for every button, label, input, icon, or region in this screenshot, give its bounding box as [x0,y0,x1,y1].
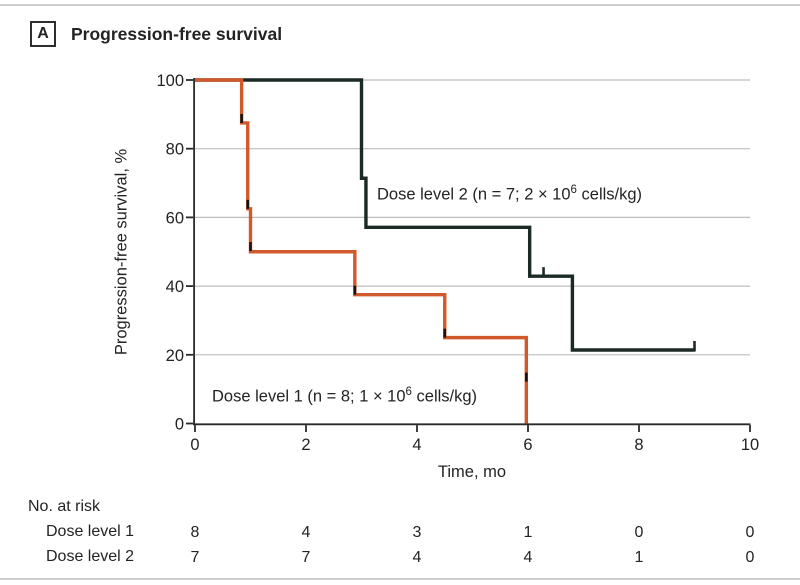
superscript-exponent: 6 [405,386,412,398]
superscript-exponent: 6 [570,184,577,196]
at-risk-value: 0 [634,524,644,541]
km-curve-dose-level-2 [195,78,695,352]
figure-title: Progression-free survival [71,24,283,44]
bottom-rule [0,578,800,580]
y-tick-label: 0 [175,416,184,434]
x-axis-title: Time, mo [437,463,507,481]
y-tick-label: 60 [166,209,184,227]
x-tick-label: 8 [634,436,643,454]
at-risk-value: 1 [634,549,644,566]
at-risk-value: 8 [190,524,200,541]
y-tick-label: 100 [156,72,184,90]
series-label-dose-level-1: Dose level 1 (n = 8; 1 × 106 cells/kg) [212,382,477,407]
panel-label: A [37,25,49,42]
series-label-text: cells/kg) [411,387,478,406]
x-tick-label: 6 [523,436,532,454]
at-risk-heading: No. at risk [28,498,101,515]
y-tick-label: 80 [166,141,184,159]
x-tick-label: 10 [741,436,759,454]
at-risk-value: 0 [745,524,755,541]
series-label-text: Dose level 1 (n = 8; 1 × 10 [212,387,406,406]
x-tick-label: 2 [301,436,310,454]
at-risk-value: 4 [412,549,422,566]
series-label-text: Dose level 2 (n = 7; 2 × 10 [377,185,571,204]
panel-label-box: A [30,21,56,47]
at-risk-row-label-dose-level-2: Dose level 2 [46,548,135,565]
at-risk-value: 4 [301,524,311,541]
x-tick-label: 4 [412,436,421,454]
at-risk-value: 0 [745,549,755,566]
at-risk-row-label-dose-level-1: Dose level 1 [46,523,135,540]
y-tick-label: 20 [166,347,184,365]
at-risk-value: 3 [412,524,422,541]
x-tick-label: 0 [190,436,199,454]
y-tick-label: 40 [166,278,184,296]
at-risk-value: 4 [523,549,533,566]
at-risk-value: 7 [190,549,200,566]
series-label-text: cells/kg) [576,185,643,204]
top-rule [0,4,800,6]
series-label-dose-level-2: Dose level 2 (n = 7; 2 × 106 cells/kg) [377,180,642,205]
at-risk-value: 1 [523,524,533,541]
at-risk-value: 7 [301,549,311,566]
